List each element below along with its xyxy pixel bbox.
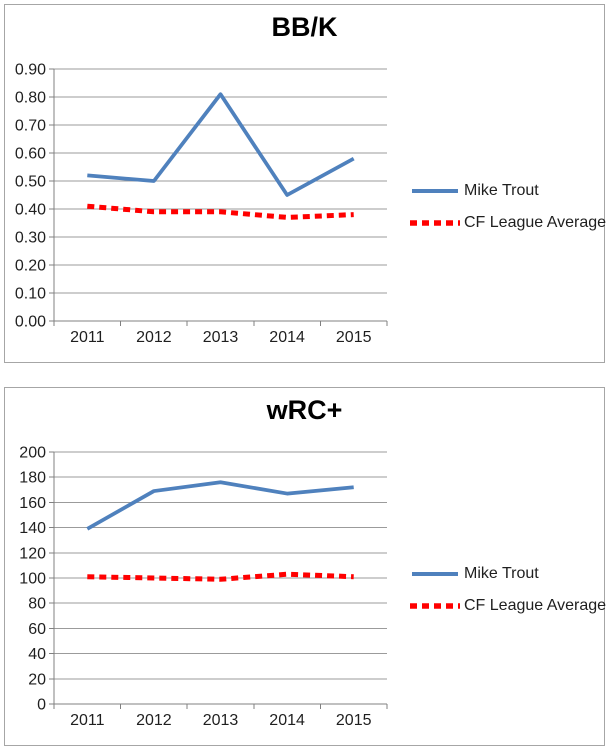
series-line-cf-league-average [87, 203, 354, 220]
y-tick-label: 0.10 [15, 286, 46, 303]
y-tick-label: 0.40 [15, 202, 46, 219]
y-tick-label: 0.80 [15, 90, 46, 107]
plot-area-wrc-plus: 0 20 40 60 80 100 120 140 160 180 200 2011 2012 2013 2… [19, 445, 388, 729]
plot-area-bbk: 0.00 0.10 0.20 0.30 0.40 0.50 0.60 0.70 0.80 0.90… [15, 62, 388, 346]
y-tick-label: 60 [28, 621, 46, 638]
legend-item-mike-trout: Mike Trout [409, 558, 606, 590]
y-tick-label: 20 [28, 671, 46, 688]
y-tick-label: 0.90 [15, 62, 46, 79]
x-tick-label: 2013 [203, 329, 239, 346]
legend-item-cf-league-average: CF League Average [409, 207, 606, 239]
y-tick-label: 0.30 [15, 230, 46, 247]
legend-item-cf-league-average: CF League Average [409, 590, 606, 622]
legend-label: Mike Trout [464, 182, 539, 199]
y-tick-label: 80 [28, 596, 46, 613]
x-tick-label: 2012 [136, 712, 172, 729]
legend-label: Mike Trout [464, 565, 539, 582]
solid-line-sample-icon [412, 572, 458, 576]
series-line-mike-trout [87, 92, 355, 197]
y-tick-label: 0.70 [15, 118, 46, 135]
x-tick-label: 2012 [136, 329, 172, 346]
y-tick-label: 200 [19, 445, 46, 462]
x-tick-label: 2013 [203, 712, 239, 729]
y-tick-label: 0.60 [15, 146, 46, 163]
legend: Mike Trout CF League Average [409, 175, 606, 239]
y-tick-label: 180 [19, 470, 46, 487]
x-tick-label: 2015 [336, 329, 372, 346]
x-tick-label: 2011 [70, 712, 105, 729]
y-tick-label: 0.50 [15, 174, 46, 191]
y-tick-label: 0 [37, 697, 46, 714]
y-tick-label: 0.00 [15, 314, 46, 331]
chart-wrc-plus: 0 20 40 60 80 100 120 140 160 180 200 2011 2012 2013 2… [4, 387, 606, 746]
y-tick-label: 160 [19, 495, 46, 512]
y-tick-label: 0.20 [15, 258, 46, 275]
legend-item-mike-trout: Mike Trout [409, 175, 606, 207]
legend-label: CF League Average [464, 597, 607, 614]
dashed-line-sample-icon [410, 220, 460, 226]
series-line-cf-league-average [87, 571, 354, 582]
x-tick-label: 2011 [70, 329, 105, 346]
x-tick-label: 2015 [336, 712, 372, 729]
y-tick-label: 140 [19, 520, 46, 537]
x-tick-label: 2014 [269, 712, 305, 729]
chart-bbk: 0.00 0.10 0.20 0.30 0.40 0.50 0.60 0.70 0.80 0.90… [4, 4, 606, 363]
x-tick-label: 2014 [269, 329, 305, 346]
y-tick-label: 40 [28, 646, 46, 663]
y-tick-label: 100 [19, 571, 46, 588]
solid-line-sample-icon [412, 189, 458, 193]
series-line-mike-trout [86, 480, 354, 531]
dashed-line-sample-icon [410, 603, 460, 609]
legend-label: CF League Average [464, 214, 607, 231]
chart-title: BB/K [271, 12, 338, 42]
chart-title: wRC+ [266, 395, 343, 425]
legend: Mike Trout CF League Average [409, 558, 606, 622]
y-tick-label: 120 [19, 545, 46, 562]
